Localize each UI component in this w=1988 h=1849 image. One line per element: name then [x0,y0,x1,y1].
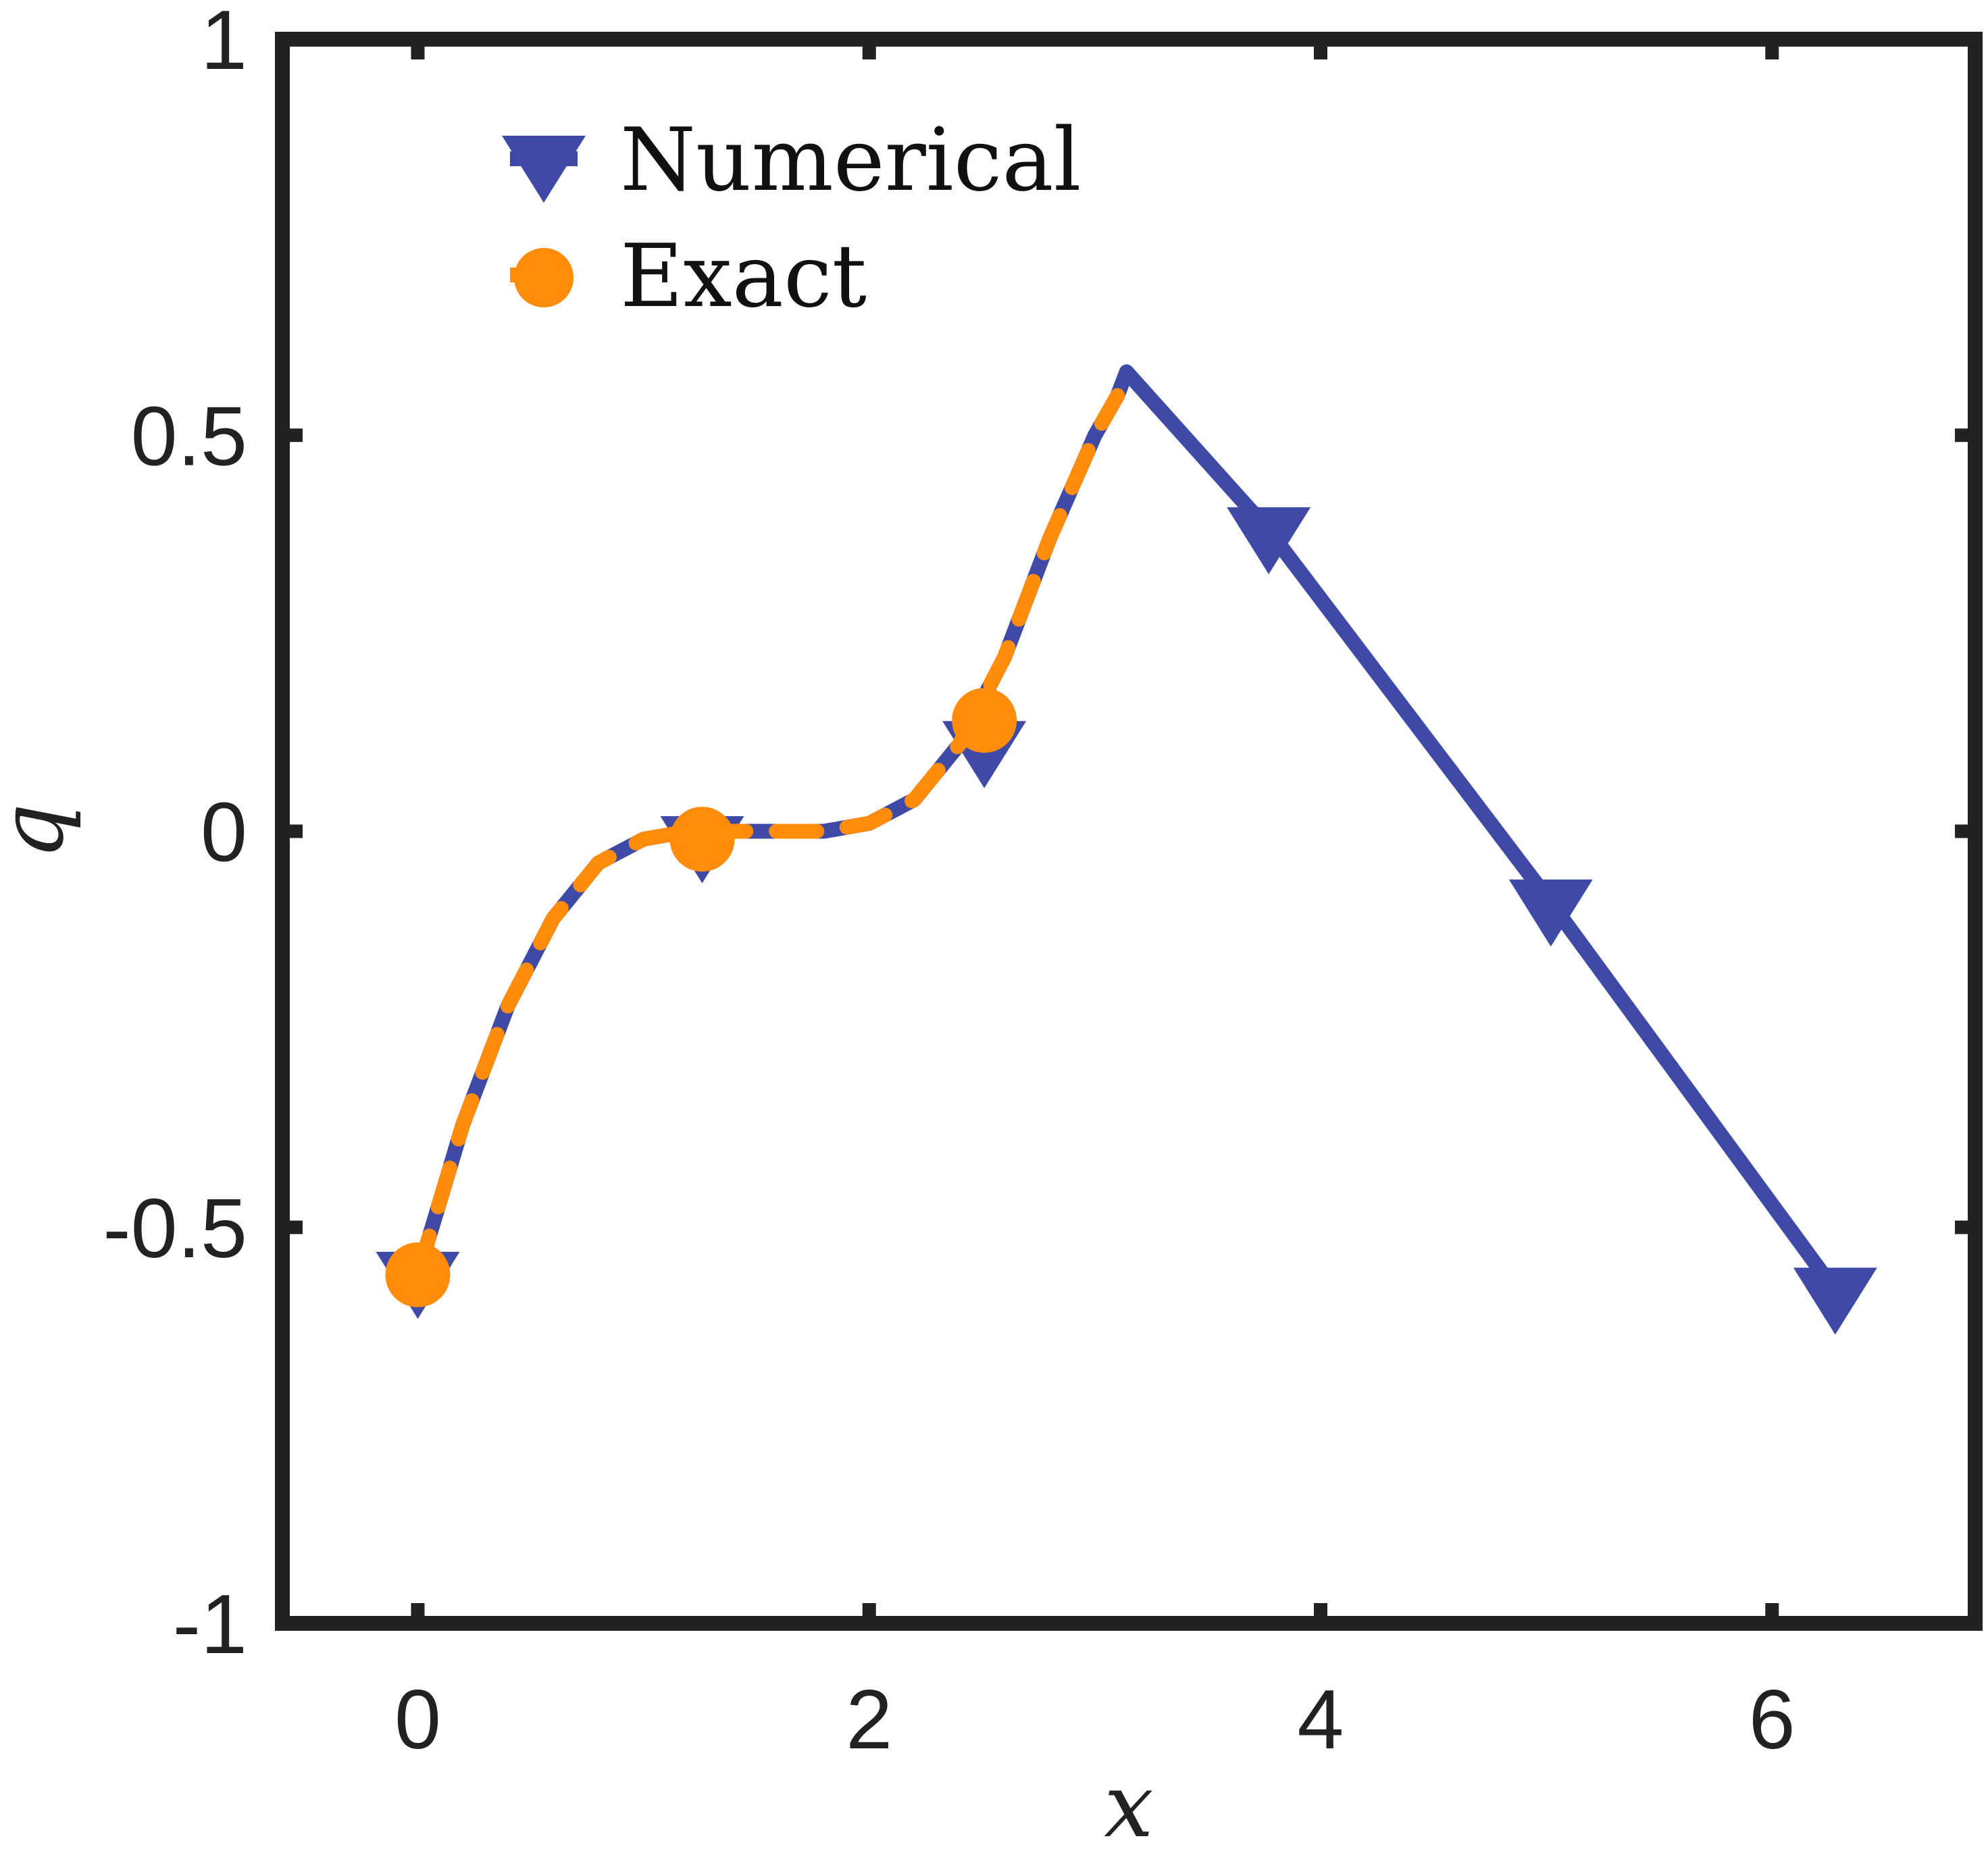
legend-label: Numerical [620,110,1081,211]
exact-marker [385,1242,451,1308]
x-tick-label: 4 [1298,1673,1344,1767]
numerical-marker [1793,1267,1877,1335]
plot-frame [275,32,1983,1631]
y-tick-label: 0 [201,786,247,880]
legend-marker-exact [514,248,574,307]
y-tick-label: 0.5 [131,390,247,483]
legend-marker-numerical [502,135,586,203]
numerical-marker [1508,879,1593,947]
legend: Numerical Exact [502,110,1081,327]
y-tick-label: -1 [173,1578,247,1671]
x-axis-label: x [1104,1754,1153,1849]
series-line-exact [410,388,1125,1283]
axes: 0 2 4 6 -1 -0.5 0 0.5 1 [103,0,1983,1767]
exact-marker [952,688,1017,753]
exact-marker [669,807,735,872]
y-tick-label: 1 [201,0,247,87]
x-tick-label: 6 [1749,1673,1795,1767]
y-tick-label: -0.5 [103,1182,247,1275]
y-axis-label: q [0,803,83,859]
legend-label: Exact [620,226,867,327]
x-tick-label: 2 [846,1673,892,1767]
numerical-marker [1227,507,1311,575]
x-tick-label: 0 [394,1673,441,1767]
series-layer [376,364,1877,1335]
